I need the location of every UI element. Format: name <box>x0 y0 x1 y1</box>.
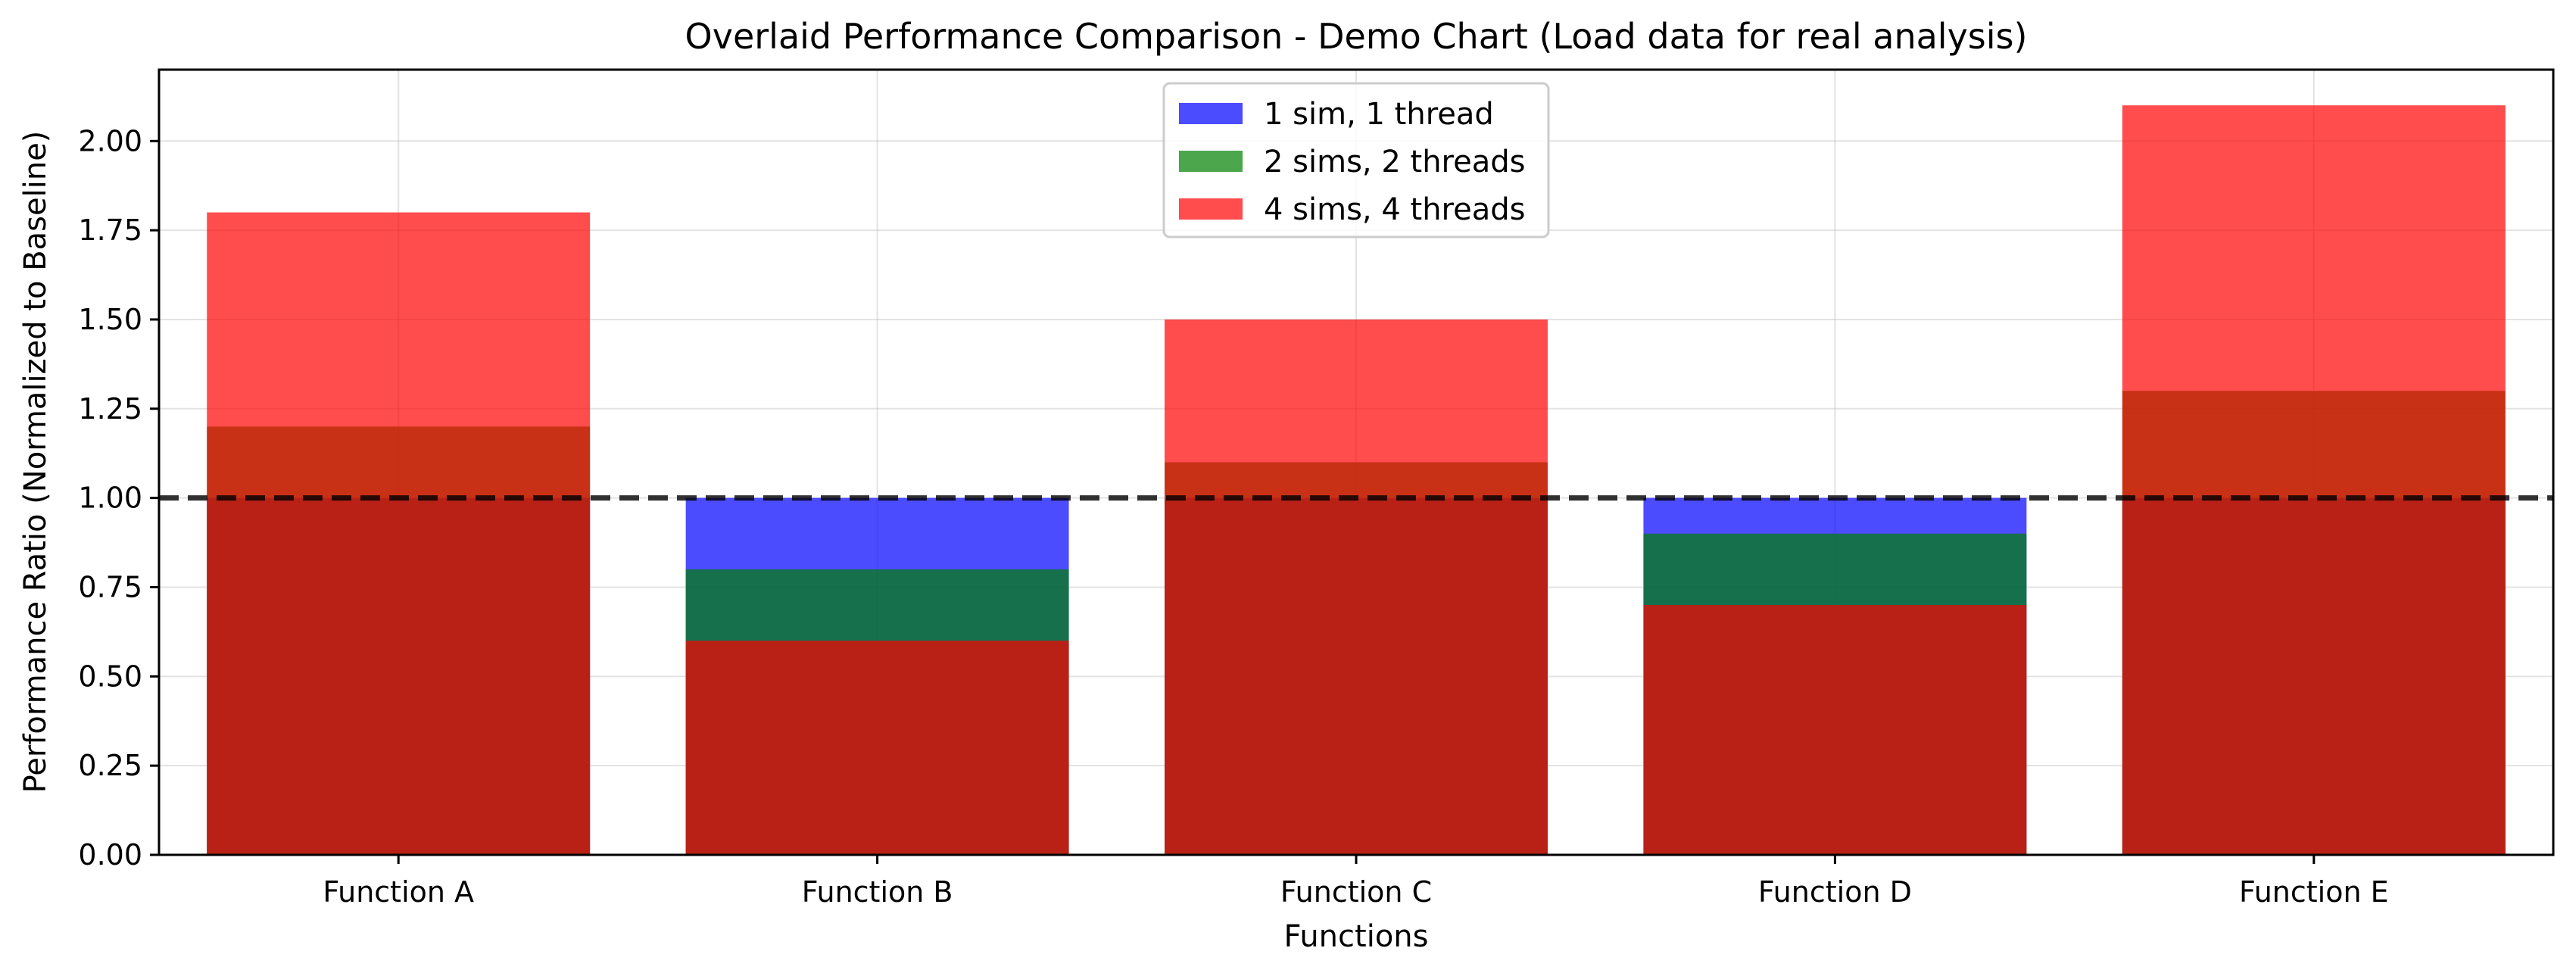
legend-swatch <box>1179 198 1243 220</box>
legend-label: 1 sim, 1 thread <box>1264 97 1494 132</box>
y-tick-label: 1.50 <box>78 303 142 336</box>
bars <box>207 105 2506 856</box>
y-axis-title: Performance Ratio (Normalized to Baselin… <box>18 131 53 794</box>
y-tick-label: 0.75 <box>78 570 142 603</box>
y-tick-label: 0.25 <box>78 749 142 782</box>
y-tick-label: 1.75 <box>78 214 142 247</box>
y-tick-label: 1.00 <box>78 482 142 515</box>
bar-series-3-function-b <box>685 641 1069 855</box>
bar-series-3-function-d <box>1643 605 2027 855</box>
legend-swatch <box>1179 151 1243 172</box>
y-tick-label: 1.25 <box>78 392 142 426</box>
x-tick-label: Function B <box>802 875 953 909</box>
x-tick-label: Function C <box>1280 875 1432 909</box>
y-tick-label: 2.00 <box>78 124 142 157</box>
bar-series-3-function-a <box>207 212 591 856</box>
legend: 1 sim, 1 thread 2 sims, 2 threads 4 sims, … <box>1162 82 1550 239</box>
x-tick-label: Function A <box>323 875 474 909</box>
y-tick-label: 0.50 <box>78 660 142 693</box>
bar-series-3-function-c <box>1165 319 1548 855</box>
ticks: 0.00 0.25 0.50 0.75 1.00 1.25 1.50 1.75 2.00 Func… <box>78 124 2388 909</box>
chart-title: Overlaid Performance Comparison - Demo C… <box>685 16 2028 57</box>
legend-swatch <box>1179 103 1243 124</box>
bar-series-3-function-e <box>2122 105 2506 856</box>
legend-box <box>1162 82 1550 239</box>
legend-label: 2 sims, 2 threads <box>1264 145 1525 179</box>
x-axis-title: Functions <box>1284 919 1429 954</box>
legend-label: 4 sims, 4 threads <box>1264 192 1525 227</box>
x-tick-label: Function E <box>2239 875 2389 909</box>
y-tick-label: 0.00 <box>78 838 142 872</box>
x-tick-label: Function D <box>1758 875 1912 909</box>
